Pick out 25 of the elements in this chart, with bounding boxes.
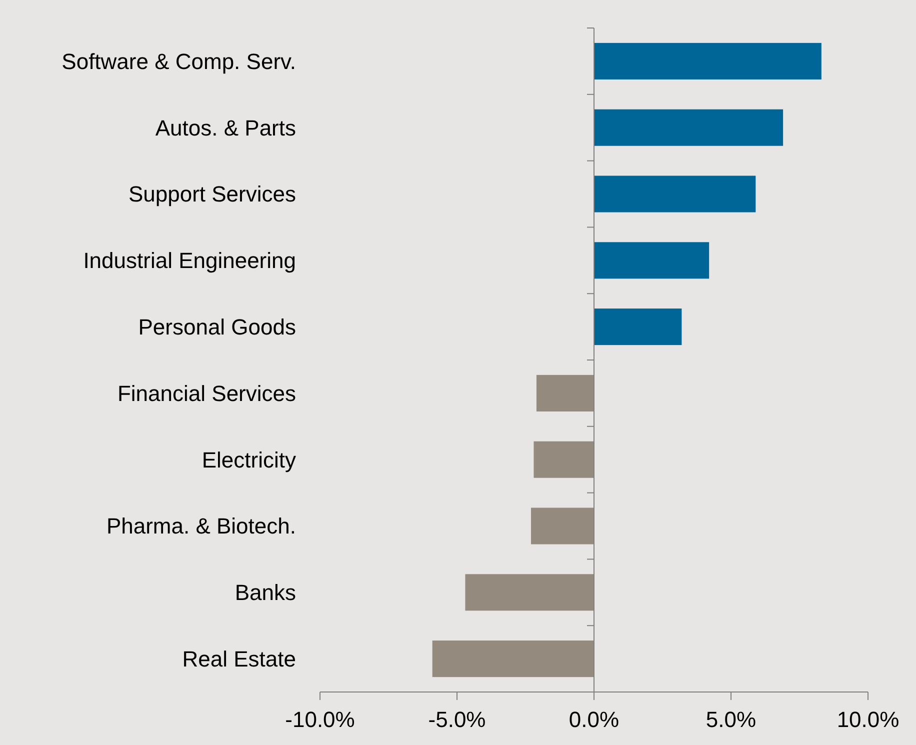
y-tick-label: Electricity: [202, 447, 296, 472]
bar: [594, 242, 710, 279]
bar: [536, 374, 594, 412]
y-tick-label: Industrial Engineering: [83, 248, 296, 274]
y-tick-label: Software & Comp. Serv.: [62, 48, 296, 74]
y-tick-label: Real Estate: [182, 646, 296, 672]
x-tick-label: -10.0%: [285, 707, 355, 732]
y-tick-label: Pharma. & Biotech.: [106, 514, 296, 539]
bar: [594, 176, 756, 212]
bar: [594, 109, 784, 146]
bar: [534, 441, 594, 478]
bar: [465, 574, 594, 611]
bar: [594, 308, 682, 346]
x-tick-label: 0.0%: [568, 707, 620, 732]
y-tick-label: Support Services: [128, 182, 296, 207]
x-tick-label: 10.0%: [836, 707, 900, 732]
y-tick-label: Financial Services: [117, 380, 296, 406]
x-tick-label: 5.0%: [706, 707, 756, 732]
y-tick-label: Personal Goods: [138, 314, 296, 340]
x-tick-label: -5.0%: [428, 707, 486, 732]
bar: [432, 640, 594, 678]
bar: [594, 42, 822, 80]
y-tick-label: Autos. & Parts: [155, 115, 296, 140]
y-tick-label: Banks: [234, 580, 296, 606]
bar: [530, 508, 594, 544]
